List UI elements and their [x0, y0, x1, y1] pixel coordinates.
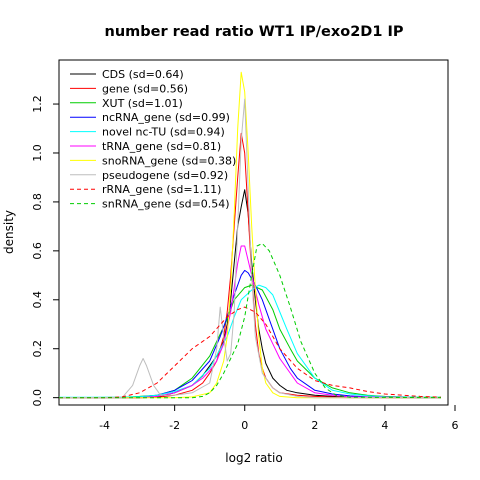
legend-label-4: novel nc-TU (sd=0.94): [102, 126, 225, 139]
x-tick-label-1: -2: [169, 419, 180, 432]
legend-label-1: gene (sd=0.56): [102, 82, 188, 95]
density-curve-7: [59, 98, 441, 399]
density-curve-2: [58, 284, 441, 399]
legend-label-5: tRNA_gene (sd=0.81): [102, 140, 221, 153]
x-tick-label-2: 0: [241, 419, 248, 432]
y-tick-label-5: 1.0: [31, 144, 44, 162]
legend-label-8: rRNA_gene (sd=1.11): [102, 183, 221, 196]
chart-title: number read ratio WT1 IP/exo2D1 IP: [105, 24, 404, 40]
y-tick-label-2: 0.4: [31, 291, 44, 309]
x-tick-label-4: 4: [381, 419, 388, 432]
x-tick-label-3: 2: [311, 419, 318, 432]
legend-label-9: snRNA_gene (sd=0.54): [102, 198, 230, 211]
legend-label-3: ncRNA_gene (sd=0.99): [102, 111, 230, 124]
density-curve-5: [59, 245, 442, 399]
y-tick-label-1: 0.2: [31, 340, 44, 358]
density-curve-0: [59, 189, 441, 399]
y-tick-label-0: 0.0: [31, 389, 44, 407]
density-curve-6: [59, 71, 441, 399]
x-axis-label: log2 ratio: [225, 451, 282, 465]
plot-frame: [58, 59, 449, 406]
density-curve-3: [59, 269, 441, 399]
density-curve-4: [59, 284, 441, 398]
legend-label-0: CDS (sd=0.64): [102, 68, 184, 81]
y-tick-label-3: 0.6: [31, 242, 44, 260]
density-curve-8: [59, 306, 442, 399]
y-tick-label-4: 0.8: [31, 193, 44, 211]
y-axis-label: density: [2, 210, 16, 254]
legend: CDS (sd=0.64)gene (sd=0.56) XUT (sd=1.01)…: [70, 68, 236, 211]
legend-label-7: pseudogene (sd=0.92): [102, 169, 228, 182]
x-tick-label-0: -4: [99, 419, 110, 432]
legend-label-2: XUT (sd=1.01): [102, 97, 183, 110]
density-curve-9: [59, 243, 442, 399]
y-tick-label-6: 1.2: [31, 95, 44, 113]
legend-label-6: snoRNA_gene (sd=0.38): [102, 154, 236, 167]
x-tick-label-5: 6: [452, 419, 459, 432]
